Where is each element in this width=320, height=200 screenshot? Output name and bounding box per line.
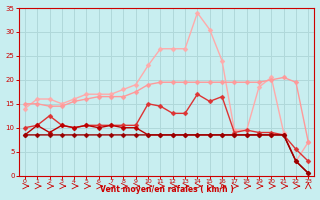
X-axis label: Vent moyen/en rafales ( km/h ): Vent moyen/en rafales ( km/h ) xyxy=(100,185,234,194)
